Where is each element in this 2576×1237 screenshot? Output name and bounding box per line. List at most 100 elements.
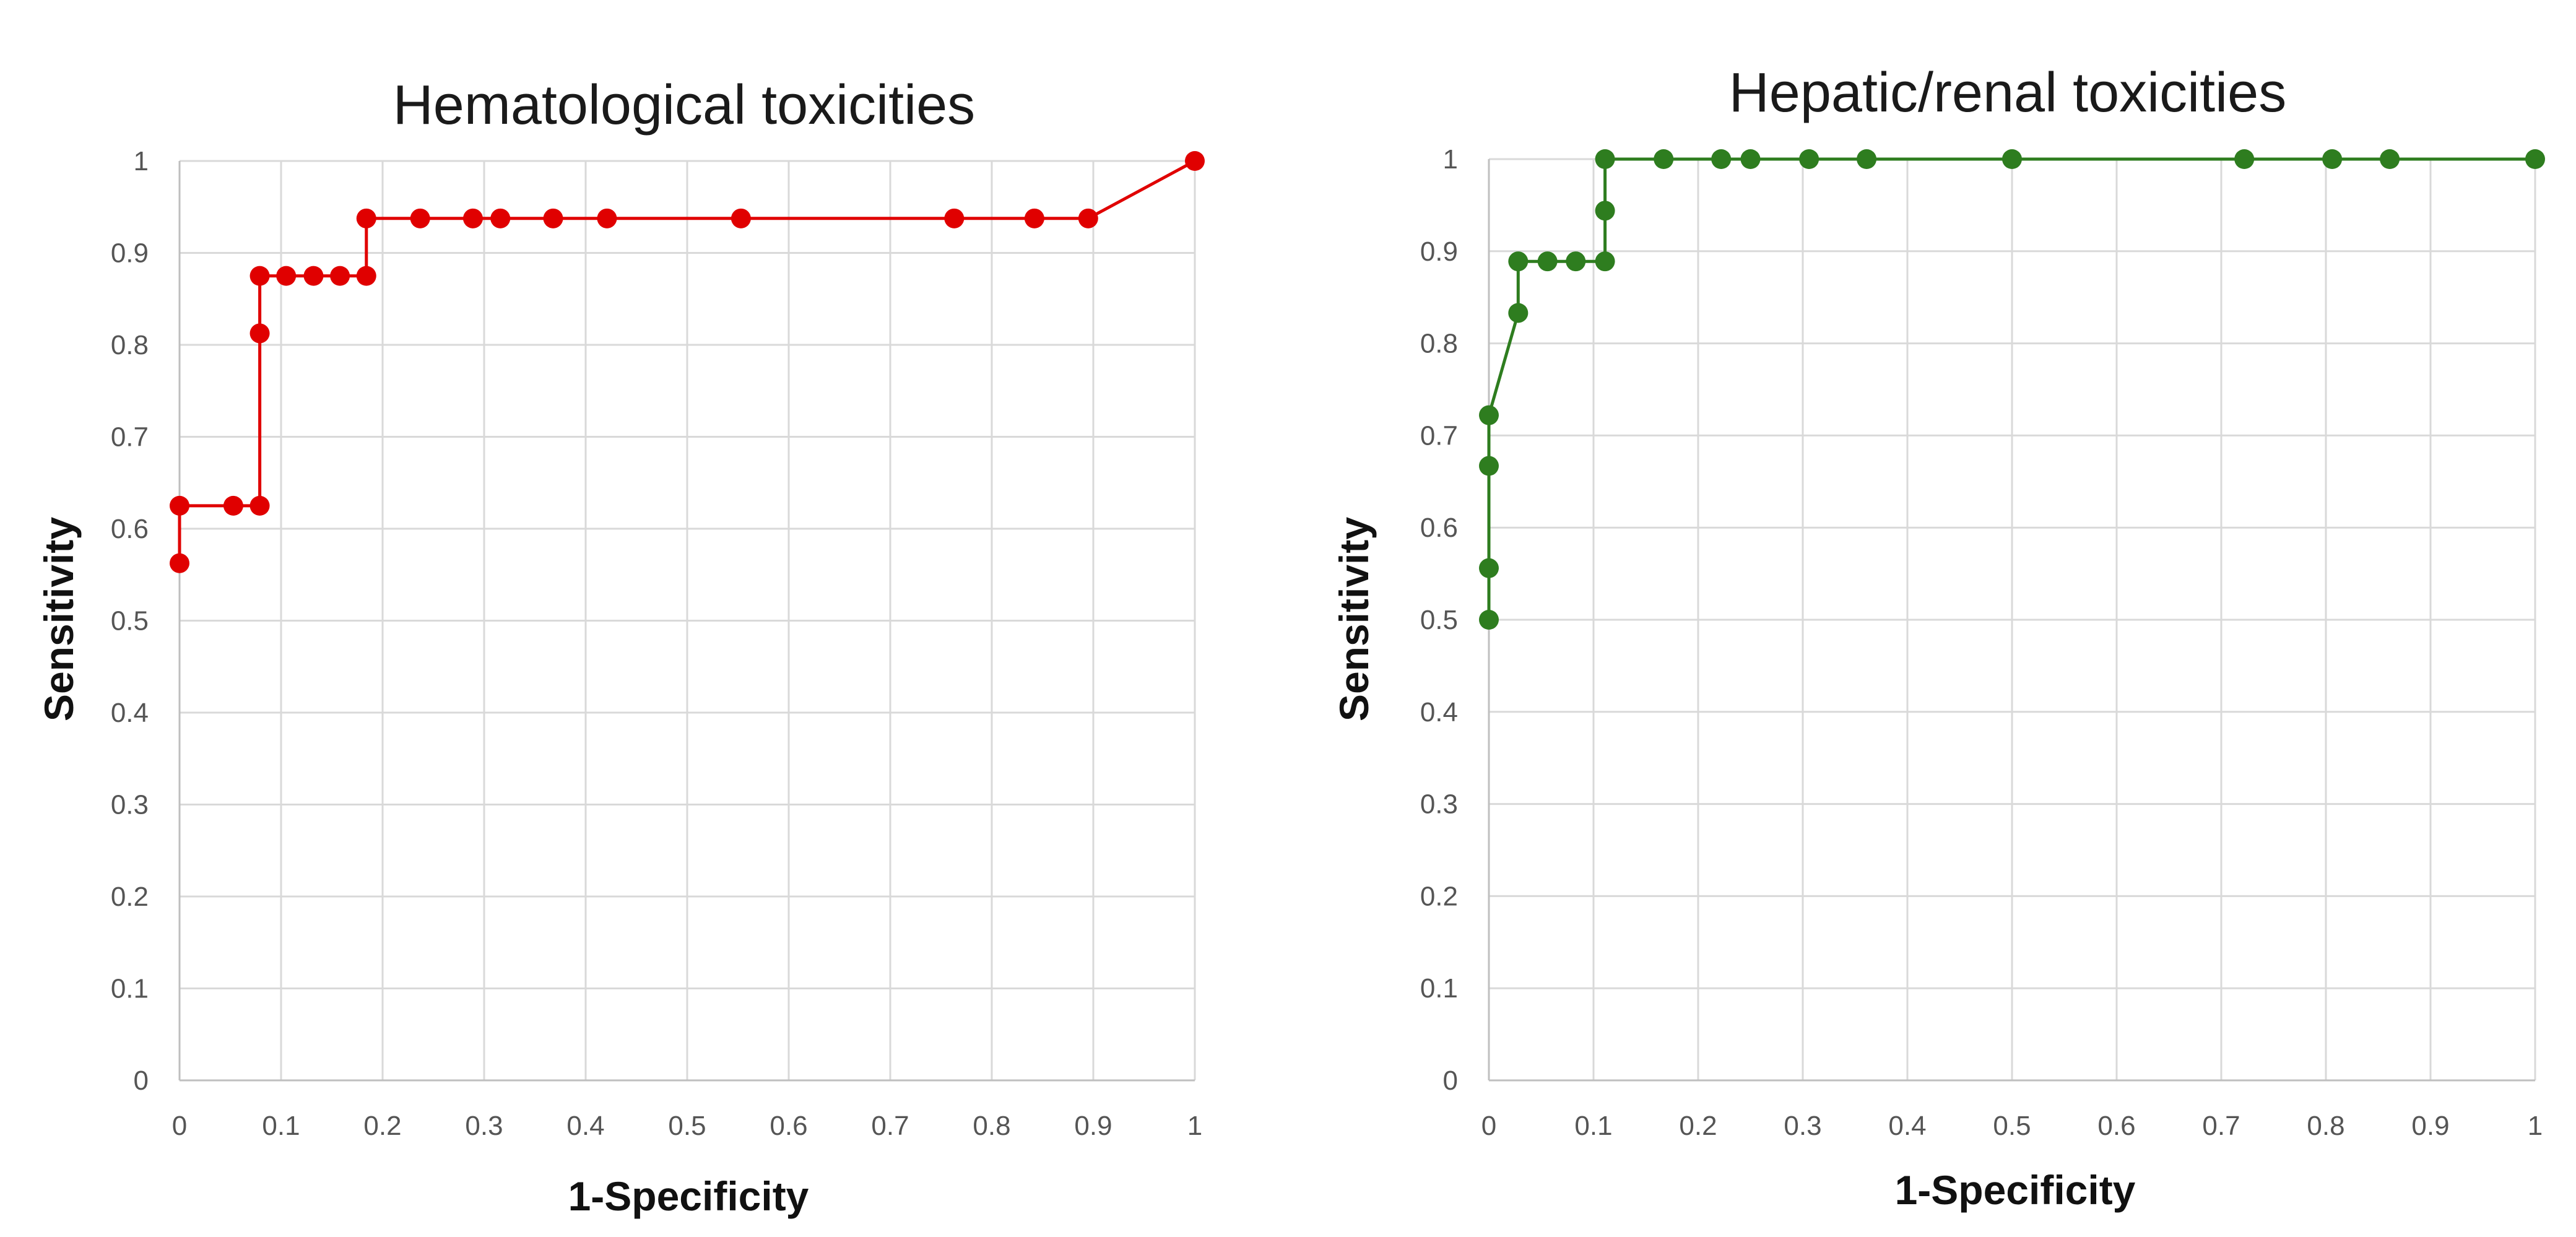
data-point [1479, 558, 1499, 578]
y-tick-label: 0.6 [111, 514, 149, 544]
data-point [1479, 610, 1499, 630]
data-point [1479, 405, 1499, 425]
data-point [1654, 149, 1674, 169]
y-tick-label: 0 [1443, 1066, 1458, 1096]
y-axis-label: Sensitivity [1331, 517, 1377, 721]
data-point [356, 266, 376, 286]
data-point [1595, 251, 1615, 272]
x-tick-label: 0 [1481, 1111, 1496, 1141]
x-tick-label: 0.4 [566, 1111, 604, 1141]
data-point [249, 495, 270, 516]
x-axis-label: 1-Specificity [568, 1173, 809, 1219]
data-point [2002, 149, 2022, 169]
data-point [1508, 303, 1529, 323]
data-point [2234, 149, 2255, 169]
data-point [223, 495, 243, 516]
x-tick-label: 0.7 [2202, 1111, 2240, 1141]
y-tick-label: 0.7 [1420, 420, 1458, 451]
gridlines [1489, 158, 2536, 1080]
x-tick-label: 0.4 [1888, 1111, 1926, 1141]
x-tick-label: 0.8 [2307, 1111, 2344, 1141]
x-tick-label: 0.6 [770, 1111, 807, 1141]
data-points [1479, 149, 2545, 630]
roc-chart-hepatic-renal: Hepatic/renal toxicities 1-Specificity S… [1331, 62, 2545, 1213]
tick-labels: 0 0.1 0.2 0.3 0.4 0.5 0.6 0.7 0.8 0.9 1 0 0.1 0.2 0.3 0… [1420, 144, 2543, 1141]
x-tick-label: 0.9 [1074, 1111, 1112, 1141]
y-tick-label: 0.6 [1420, 513, 1458, 543]
x-tick-label: 0.9 [2411, 1111, 2449, 1141]
y-tick-label: 0.3 [111, 790, 149, 820]
data-point [410, 208, 430, 228]
y-tick-label: 0.4 [1420, 697, 1458, 727]
y-tick-label: 0.8 [111, 330, 149, 360]
y-tick-label: 0.5 [111, 606, 149, 636]
y-tick-label: 0.2 [111, 882, 149, 912]
data-point [490, 208, 511, 228]
y-axis-label: Sensitivity [36, 517, 82, 721]
x-tick-label: 0.2 [363, 1111, 401, 1141]
data-point [356, 208, 376, 228]
y-tick-label: 0.7 [111, 422, 149, 453]
y-tick-label: 0.9 [1420, 237, 1458, 267]
data-point [1508, 251, 1529, 272]
data-point [330, 266, 350, 286]
data-point [2322, 149, 2343, 169]
x-tick-label: 0.3 [1784, 1111, 1821, 1141]
y-tick-label: 0.3 [1420, 789, 1458, 820]
y-tick-label: 0.5 [1420, 605, 1458, 635]
data-point [1595, 201, 1615, 221]
x-tick-label: 0.6 [2097, 1111, 2135, 1141]
chart-title: Hepatic/renal toxicities [1729, 62, 2286, 124]
data-point [303, 266, 324, 286]
y-tick-label: 0.4 [111, 698, 149, 728]
y-tick-label: 0.2 [1420, 881, 1458, 911]
chart-title: Hematological toxicities [393, 74, 975, 136]
y-tick-label: 0.1 [111, 974, 149, 1004]
x-tick-label: 0 [172, 1111, 187, 1141]
x-tick-label: 0.1 [262, 1111, 300, 1141]
data-point [170, 495, 189, 516]
roc-chart-hematological: Hematological toxicities 1-Specificity S… [36, 74, 1205, 1219]
data-point [731, 208, 751, 228]
data-point [543, 208, 563, 228]
x-tick-label: 0.3 [465, 1111, 503, 1141]
y-tick-label: 1 [1443, 144, 1458, 175]
data-point [249, 323, 270, 344]
data-point [1078, 208, 1098, 228]
data-point [1185, 151, 1205, 171]
data-point [170, 553, 189, 573]
data-point [1566, 251, 1586, 272]
data-point [1799, 149, 1819, 169]
data-point [2525, 149, 2545, 169]
y-tick-label: 0 [134, 1066, 149, 1096]
data-point [1595, 149, 1615, 169]
data-point [249, 266, 270, 286]
y-tick-label: 0.1 [1420, 973, 1458, 1004]
data-points [170, 151, 1205, 573]
data-point [2380, 149, 2400, 169]
data-point [1537, 251, 1558, 272]
x-tick-label: 1 [2528, 1111, 2543, 1141]
tick-labels: 0 0.1 0.2 0.3 0.4 0.5 0.6 0.7 0.8 0.9 1 0 0.1 0.2 0.3 0… [111, 146, 1202, 1141]
x-tick-label: 0.2 [1679, 1111, 1717, 1141]
y-tick-label: 0.8 [1420, 329, 1458, 359]
y-tick-label: 0.9 [111, 238, 149, 269]
x-tick-label: 0.1 [1574, 1111, 1612, 1141]
x-tick-label: 0.5 [668, 1111, 706, 1141]
x-tick-label: 1 [1187, 1111, 1202, 1141]
data-point [1740, 149, 1761, 169]
x-axis-label: 1-Specificity [1895, 1167, 2136, 1213]
data-point [1024, 208, 1044, 228]
data-point [276, 266, 297, 286]
data-point [597, 208, 617, 228]
gridlines [180, 160, 1196, 1080]
data-point [944, 208, 965, 228]
data-point [1479, 456, 1499, 476]
x-tick-label: 0.5 [1993, 1111, 2031, 1141]
data-point [1857, 149, 1877, 169]
y-tick-label: 1 [134, 146, 149, 176]
data-point [1711, 149, 1732, 169]
x-tick-label: 0.8 [973, 1111, 1010, 1141]
data-point [462, 208, 483, 228]
